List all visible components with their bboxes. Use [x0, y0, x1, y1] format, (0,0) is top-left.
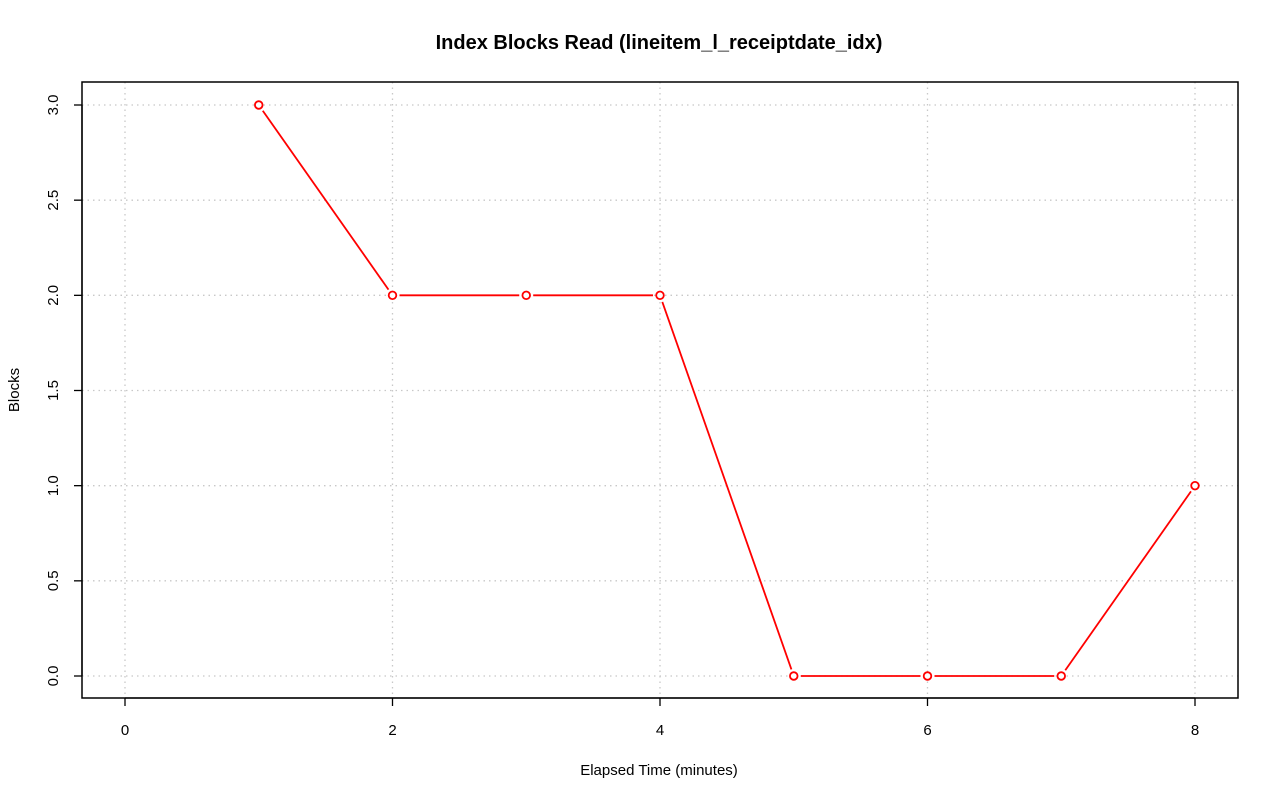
data-point: [655, 290, 665, 301]
y-tick-label: 3.0: [45, 95, 62, 116]
x-tick-label: 8: [1191, 722, 1199, 739]
y-tick-label: 2.0: [45, 285, 62, 306]
data-point: [387, 290, 398, 301]
x-tick-label: 6: [923, 722, 931, 739]
x-axis-label: Elapsed Time (minutes): [580, 762, 738, 779]
y-axis-label: Blocks: [6, 368, 23, 412]
data-point: [254, 100, 264, 110]
y-tick-label: 1.0: [45, 475, 62, 496]
y-axis: 0.0 0.5 1.0 1.5 2.0 2.5 3.0: [45, 95, 83, 687]
x-tick-label: 4: [656, 722, 664, 739]
x-axis: 0 2 4 6 8: [121, 697, 1199, 739]
data-point: [789, 671, 799, 681]
series-group: [254, 100, 1200, 681]
y-tick-label: 2.5: [45, 190, 62, 211]
y-tick-label: 0.5: [45, 570, 62, 591]
series-line-segment: [262, 110, 390, 291]
data-point: [922, 671, 933, 681]
series-line-segment: [1064, 490, 1192, 671]
data-point: [521, 290, 531, 301]
x-tick-label: 2: [388, 722, 396, 739]
grid: [82, 82, 1238, 698]
data-point: [1190, 480, 1200, 491]
data-point: [1056, 671, 1066, 681]
chart-title: Index Blocks Read (lineitem_l_receiptdat…: [436, 32, 883, 54]
y-tick-label: 0.0: [45, 666, 62, 687]
y-tick-label: 1.5: [45, 380, 62, 401]
series-line-segment: [661, 301, 793, 670]
x-tick-label: 0: [121, 722, 129, 739]
